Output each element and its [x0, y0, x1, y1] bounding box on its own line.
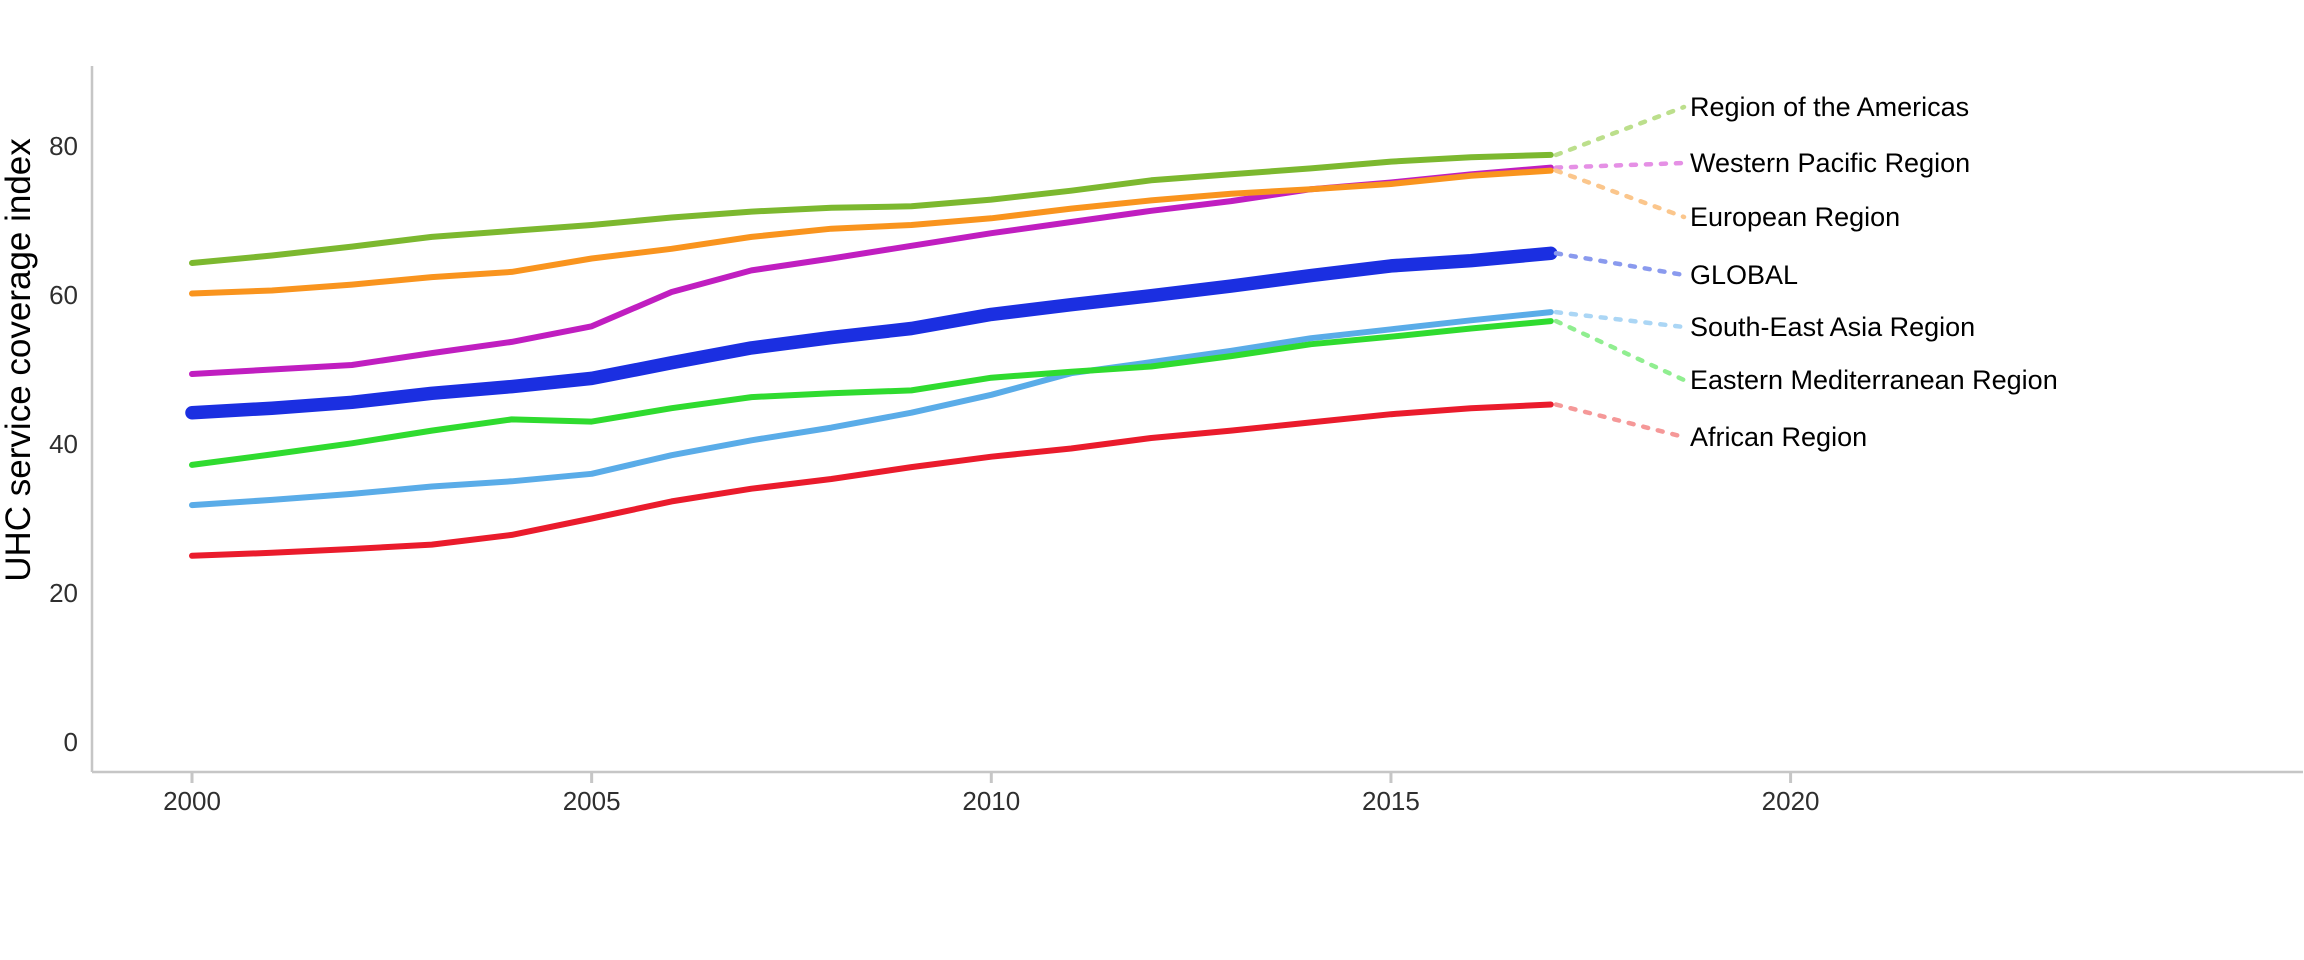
x-tick-label: 2005: [563, 786, 621, 816]
series-line-region-of-the-americas: [189, 151, 1554, 266]
leader-line-south-east-asia-region: [1553, 309, 1687, 330]
series-label-eastern-mediterranean-region: Eastern Mediterranean Region: [1690, 365, 2058, 395]
series-line-south-east-asia-region: [189, 309, 1554, 509]
x-tick-label: 2020: [1762, 786, 1820, 816]
leader-line-western-pacific-region: [1553, 160, 1687, 170]
chart-generated-content: 2000 2005 2010 2015 2020 0 20 40 60 80 Region of t…: [49, 66, 2303, 816]
y-tick-label: 40: [49, 429, 78, 459]
y-tick-label: 0: [64, 727, 78, 757]
series-label-global: GLOBAL: [1690, 260, 1798, 290]
series-label-western-pacific-region: Western Pacific Region: [1690, 148, 1970, 178]
leader-line-european-region: [1553, 168, 1687, 220]
y-tick-label: 60: [49, 280, 78, 310]
y-tick-label: 80: [49, 131, 78, 161]
leader-line-eastern-mediterranean-region: [1553, 318, 1687, 383]
leader-line-region-of-the-americas: [1553, 104, 1687, 158]
series-label-region-of-the-americas: Region of the Americas: [1690, 92, 1969, 122]
series-label-african-region: African Region: [1690, 422, 1867, 452]
x-tick-label: 2015: [1362, 786, 1420, 816]
series-label-south-east-asia-region: South-East Asia Region: [1690, 312, 1975, 342]
series-line-african-region: [189, 401, 1554, 559]
y-axis-title: UHC service coverage index: [0, 138, 38, 582]
leader-line-global: [1553, 251, 1687, 278]
x-tick-label: 2000: [163, 786, 221, 816]
series-label-european-region: European Region: [1690, 202, 1900, 232]
series-line-european-region: [189, 167, 1554, 297]
leader-line-african-region: [1553, 402, 1687, 440]
y-tick-label: 20: [49, 578, 78, 608]
series-line-global: [185, 246, 1558, 420]
x-tick-label: 2010: [962, 786, 1020, 816]
series-line-eastern-mediterranean-region: [189, 318, 1554, 468]
